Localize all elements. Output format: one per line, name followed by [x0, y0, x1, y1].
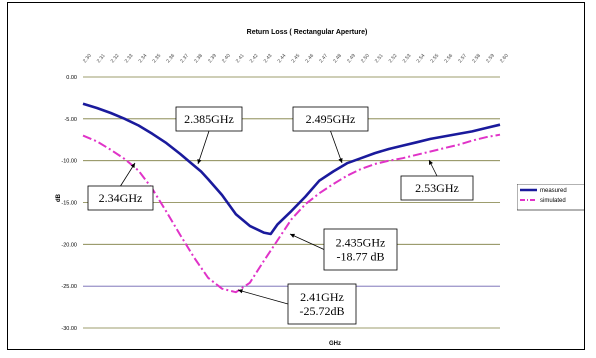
annotation-arrowhead — [290, 233, 295, 238]
annotation-a2385: 2.385GHz — [175, 106, 243, 165]
x-tick-label: 2.50 — [360, 53, 371, 64]
x-tick-label: 2.40 — [221, 53, 232, 64]
x-tick-label: 2.55 — [429, 53, 440, 64]
annotation-box — [292, 106, 369, 132]
annotation-text: 2.34GHz — [99, 191, 143, 205]
annotation-arrowhead — [197, 159, 202, 164]
x-tick-label: 2.33 — [124, 53, 135, 64]
annotation-arrowhead — [238, 289, 243, 294]
annotation-leader — [120, 162, 136, 187]
x-tick-label: 2.53 — [402, 53, 413, 64]
x-axis-label: GHz — [329, 341, 341, 347]
x-tick-label: 2.59 — [485, 53, 496, 64]
y-tick-label: -10.00 — [61, 159, 77, 165]
y-tick-label: -20.00 — [61, 242, 77, 248]
annotation-box — [400, 175, 474, 201]
y-tick-label: -15.00 — [61, 201, 77, 207]
annotation-arrowhead — [429, 160, 433, 165]
annotation-a2435: 2.435GHz-18.77 dB — [289, 228, 398, 271]
x-tick-label: 2.35 — [151, 53, 162, 64]
series-line-measured — [82, 102, 501, 236]
legend: measured simulated — [517, 184, 584, 211]
x-tick-label: 2.34 — [138, 53, 149, 64]
x-tick-label: 2.36 — [165, 53, 176, 64]
y-tick-label: 0.00 — [66, 75, 77, 81]
annotation-text: 2.495GHz — [306, 112, 356, 126]
x-tick-label: 2.41 — [235, 53, 246, 64]
x-tick-label: 2.42 — [249, 53, 260, 64]
annotation-arrowhead — [338, 158, 343, 163]
x-tick-label: 2.37 — [179, 53, 190, 64]
x-tick-label: 2.39 — [207, 53, 218, 64]
annotation-leader — [289, 233, 325, 250]
y-tick-label: -30.00 — [61, 326, 77, 332]
x-tick-label: 2.54 — [416, 53, 427, 64]
y-tick-labels: 0.00 -5.00 -10.00 -15.00 -20.00 -25.00 -30.00 — [61, 75, 77, 332]
annotation-text: -18.77 dB — [337, 250, 385, 264]
x-tick-label: 2.47 — [318, 53, 329, 64]
annotation-a2495: 2.495GHz — [292, 106, 369, 164]
x-tick-label: 2.52 — [388, 53, 399, 64]
x-tick-label: 2.46 — [304, 53, 315, 64]
legend-box — [517, 184, 584, 211]
x-tick-label: 2.49 — [346, 53, 357, 64]
annotation-box — [323, 228, 398, 271]
legend-label-simulated: simulated — [540, 198, 566, 204]
annotation-box — [175, 106, 243, 132]
x-tick-label: 2.51 — [374, 53, 385, 64]
chart-title: Return Loss ( Rectangular Aperture) — [247, 29, 368, 36]
x-tick-label: 2.44 — [277, 53, 288, 64]
annotation-leader — [237, 289, 289, 305]
annotation-box — [287, 283, 357, 325]
annotation-text: 2.435GHz — [336, 236, 386, 250]
x-tick-labels: 2.30 2.31 2.32 2.33 2.34 2.35 2.36 2.37 2.38 2.39… — [82, 53, 510, 64]
annotation-text: 2.41GHz — [300, 290, 344, 304]
x-tick-label: 2.31 — [96, 53, 107, 64]
annotation-text: 2.53GHz — [415, 181, 459, 195]
annotation-a241: 2.41GHz-25.72dB — [237, 283, 357, 325]
y-tick-label: -25.00 — [61, 284, 77, 290]
x-tick-label: 2.56 — [443, 53, 454, 64]
x-tick-label: 2.38 — [193, 53, 204, 64]
x-tick-label: 2.30 — [82, 53, 93, 64]
legend-body: measured simulated — [517, 184, 584, 211]
series-line-simulated — [82, 133, 501, 294]
y-tick-label: -5.00 — [64, 117, 77, 123]
annotation-leader — [330, 130, 343, 164]
annotation-leader — [197, 130, 210, 165]
annotations: 2.385GHz 2.495GHz 2.34GHz 2.53GHz 2.435GHz-1… — [87, 106, 474, 325]
y-axis-label: dB — [56, 193, 62, 202]
x-tick-label: 2.43 — [263, 53, 274, 64]
annotation-text: 2.385GHz — [184, 112, 234, 126]
x-tick-label: 2.45 — [290, 53, 301, 64]
annotation-box — [87, 185, 154, 211]
annotation-arrowhead — [130, 163, 135, 168]
x-tick-label: 2.58 — [471, 53, 482, 64]
x-tick-label: 2.32 — [110, 53, 121, 64]
x-tick-label: 2.57 — [457, 53, 468, 64]
legend-label-measured: measured — [540, 188, 567, 194]
annotation-a253: 2.53GHz — [400, 159, 474, 201]
annotation-a234: 2.34GHz — [87, 162, 154, 211]
annotation-text: -25.72dB — [300, 304, 345, 318]
x-tick-label: 2.48 — [332, 53, 343, 64]
x-tick-label: 2.60 — [499, 53, 510, 64]
